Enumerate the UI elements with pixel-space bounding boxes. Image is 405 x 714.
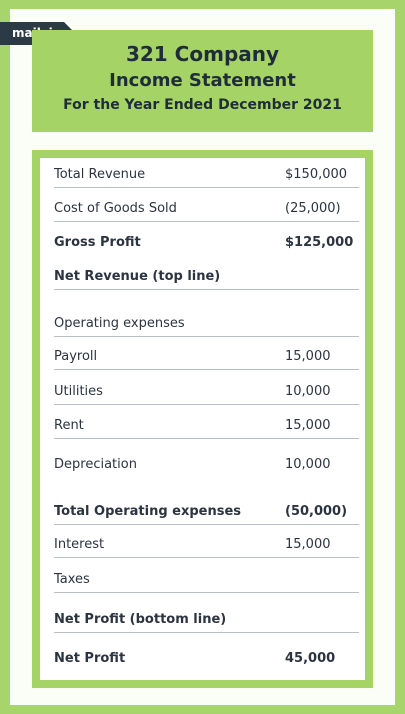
table: Total Revenue $150,000 Cost of Goods Sold (… (40, 158, 365, 680)
row-value: 10,000 (285, 384, 331, 399)
table-row: Cost of Goods Sold (25,000) (54, 201, 359, 222)
row-label: Taxes (54, 572, 90, 587)
company-name: 321 Company (125, 42, 280, 66)
row-label: Operating expenses (54, 316, 185, 331)
row-value: $125,000 (285, 235, 354, 250)
row-label: Net Revenue (top line) (54, 269, 221, 284)
row-label: Cost of Goods Sold (54, 201, 177, 216)
header: 321 Company Income Statement For the Yea… (32, 30, 373, 132)
table-row: Utilities 10,000 (54, 384, 359, 405)
table-row: Taxes (54, 572, 359, 593)
table-row: Net Profit (bottom line) (54, 612, 359, 633)
table-row: Interest 15,000 (54, 537, 359, 558)
row-label: Payroll (54, 349, 98, 364)
table-row: Operating expenses (54, 316, 359, 337)
table-row: Rent 15,000 (54, 418, 359, 439)
row-value: 10,000 (285, 457, 331, 472)
statement-title: Income Statement (109, 70, 296, 91)
row-value: (25,000) (285, 201, 341, 216)
row-value: 45,000 (285, 651, 336, 666)
row-label: Rent (54, 418, 84, 433)
table-row: Net Revenue (top line) (54, 269, 359, 290)
row-value: $150,000 (285, 167, 348, 182)
row-label: Total Revenue (54, 167, 146, 182)
table-frame: Total Revenue $150,000 Cost of Goods Sold (… (32, 150, 373, 688)
table-row: Net Profit 45,000 (54, 651, 359, 671)
row-value: 15,000 (285, 349, 331, 364)
table-row: Total Revenue $150,000 (54, 167, 359, 188)
row-value: 15,000 (285, 418, 331, 433)
table-row: Gross Profit $125,000 (54, 235, 359, 255)
table-row: Total Operating expenses (50,000) (54, 504, 359, 525)
row-label: Net Profit (bottom line) (54, 612, 227, 627)
row-label: Total Operating expenses (54, 504, 242, 519)
row-label: Gross Profit (54, 235, 141, 250)
row-label: Depreciation (54, 457, 137, 472)
row-label: Interest (54, 537, 105, 552)
table-row: Depreciation 10,000 (54, 457, 359, 477)
row-value: (50,000) (285, 504, 348, 519)
table-row: Payroll 15,000 (54, 349, 359, 370)
row-label: Net Profit (54, 651, 126, 666)
row-value: 15,000 (285, 537, 331, 552)
period: For the Year Ended December 2021 (63, 97, 342, 113)
row-label: Utilities (54, 384, 103, 399)
